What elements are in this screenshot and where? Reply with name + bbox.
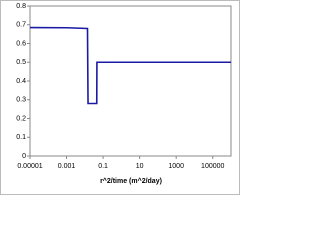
- y-tick-label: 0.8: [16, 3, 26, 10]
- x-axis-label: r^2/time (m^2/day): [100, 177, 162, 185]
- y-tick-label: 0.3: [16, 97, 26, 104]
- x-tick-label: 0.001: [58, 163, 76, 170]
- x-tick-label: 10: [136, 163, 144, 170]
- y-tick-label: 0.5: [16, 59, 26, 66]
- y-tick-label: 0.7: [16, 22, 26, 29]
- y-tick-label: 0: [22, 153, 26, 160]
- x-tick-label: 1000: [168, 163, 184, 170]
- chart-border: [0, 0, 240, 195]
- y-tick-label: 0.4: [16, 78, 26, 85]
- y-tick-label: 0.6: [16, 40, 26, 47]
- x-tick-label: 0.00001: [17, 163, 42, 170]
- chart: r^2/time (m^2/day) 0 0.1 0.2 0.3 0.4 0.5 0.6 0.…: [0, 0, 240, 195]
- y-tick-label: 0.1: [16, 134, 26, 141]
- data-line: [29, 26, 231, 105]
- x-tick-label: 100000: [201, 163, 224, 170]
- x-tick-label: 0.1: [98, 163, 108, 170]
- y-tick-label: 0.2: [16, 115, 26, 122]
